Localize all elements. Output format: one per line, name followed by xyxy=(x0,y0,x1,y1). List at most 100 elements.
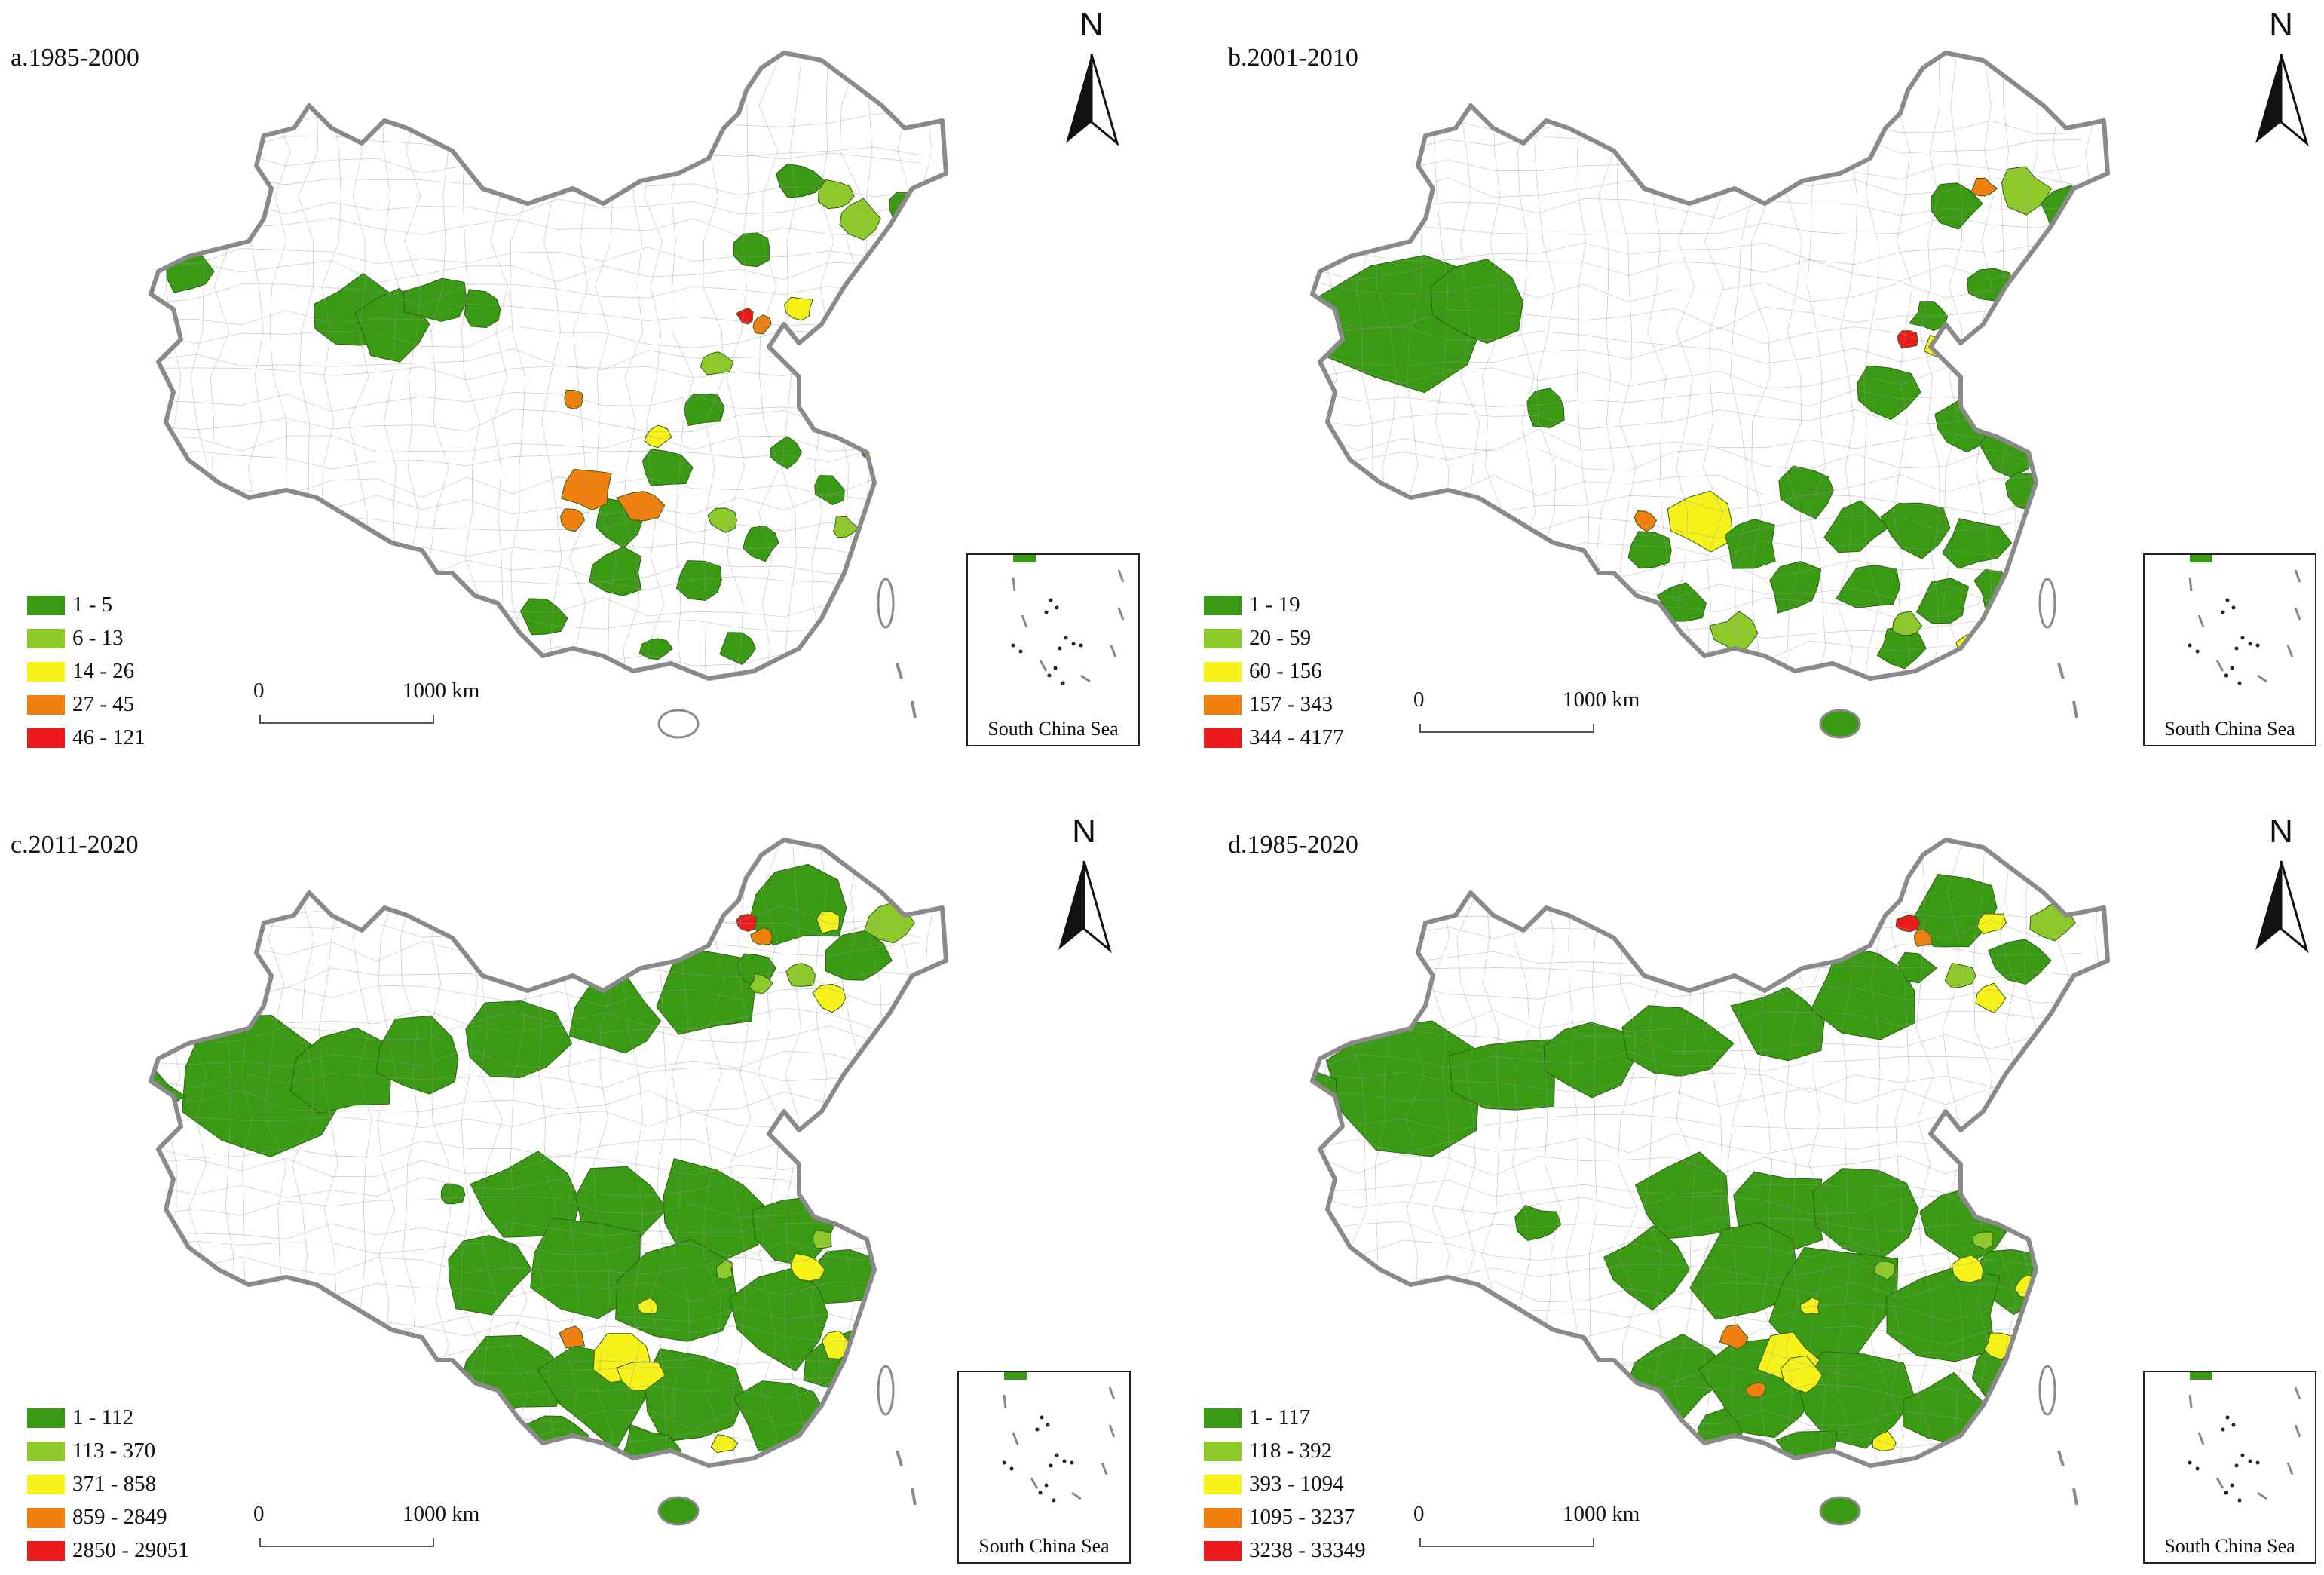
inset-island xyxy=(2195,649,2200,654)
china-map-d xyxy=(1236,838,2110,1526)
inset-island xyxy=(1035,1427,1040,1432)
district-region xyxy=(1514,1205,1562,1241)
district-region xyxy=(1886,1266,2001,1362)
boundary-dash xyxy=(2057,1450,2065,1466)
legend-label: 2850 - 29051 xyxy=(72,1538,189,1562)
district-region xyxy=(814,475,845,506)
scale-start: 0 xyxy=(1413,688,1425,712)
district-region xyxy=(614,1239,738,1342)
inset-label: South China Sea xyxy=(2164,718,2295,740)
inset-mainland-edge xyxy=(2190,555,2212,562)
inset-island xyxy=(2221,610,2225,614)
district-region xyxy=(1449,1038,1557,1111)
district-region xyxy=(80,1048,118,1087)
district-region xyxy=(1951,1255,1984,1283)
district-region xyxy=(616,1361,666,1392)
north-label: N xyxy=(1079,6,1104,43)
scale-start: 0 xyxy=(253,679,265,703)
inset-island xyxy=(1044,1483,1049,1488)
district-region xyxy=(719,632,756,666)
inset-dash xyxy=(1030,1477,1039,1489)
inset-dash xyxy=(2294,1424,2301,1438)
inset-mainland-edge xyxy=(1013,555,1036,562)
district-region xyxy=(1891,611,1923,636)
inset-dash xyxy=(2286,1462,2294,1475)
district-region xyxy=(1975,982,2007,1013)
legend-label: 46 - 121 xyxy=(72,725,145,749)
district-region xyxy=(375,1015,459,1095)
scale-end: 1000 km xyxy=(403,1502,480,1526)
inset-island xyxy=(1049,1463,1053,1468)
scale-line xyxy=(259,715,434,724)
district-region xyxy=(1971,1231,1994,1250)
district-region xyxy=(752,314,772,335)
district-region xyxy=(530,1218,641,1319)
north-arrow-icon xyxy=(2255,54,2309,147)
district-region xyxy=(464,289,501,329)
legend-label: 27 - 45 xyxy=(72,692,135,716)
boundary-dash xyxy=(2072,1488,2078,1506)
legend-label: 157 - 343 xyxy=(1249,692,1333,716)
inset-island xyxy=(2224,673,2228,678)
district-region xyxy=(637,1297,659,1315)
inset-dash xyxy=(1108,1424,1116,1438)
district-region xyxy=(1897,951,1938,984)
district-region xyxy=(440,1183,466,1205)
legend-swatch xyxy=(1204,662,1242,682)
legend-swatch xyxy=(1204,596,1242,615)
inset-dash xyxy=(1003,1394,1007,1409)
district-region xyxy=(1667,490,1733,553)
inset-island xyxy=(1079,643,1083,648)
scale-line xyxy=(1419,1538,1594,1547)
legend-label: 3238 - 33349 xyxy=(1249,1538,1366,1562)
boundary-dash xyxy=(911,700,917,719)
boundary-dash xyxy=(2072,700,2078,719)
legend-label: 1 - 19 xyxy=(1249,593,1300,617)
inset-islands xyxy=(2188,555,2301,685)
inset-dash xyxy=(2197,1432,2205,1445)
inset-island xyxy=(1064,636,1068,640)
legend-swatch xyxy=(1204,1508,1242,1528)
inset-label: South China Sea xyxy=(2164,1535,2295,1557)
inset-island xyxy=(1055,1453,1059,1457)
legend-swatch xyxy=(27,629,65,648)
inset-island xyxy=(2248,642,2252,646)
hainan-island xyxy=(657,709,700,739)
scale-start: 0 xyxy=(253,1502,265,1526)
district-region xyxy=(1909,874,1998,948)
district-region xyxy=(1965,347,2016,377)
boundary-dash xyxy=(2057,663,2065,679)
inset-island xyxy=(1011,643,1015,648)
inset-dash xyxy=(1117,569,1125,583)
district-region xyxy=(560,508,585,532)
inset-island xyxy=(2195,1466,2200,1471)
inset-dash xyxy=(1117,607,1125,621)
district-region xyxy=(1976,913,2007,935)
district-region xyxy=(750,927,773,946)
legend-label: 118 - 392 xyxy=(1249,1439,1333,1463)
district-region xyxy=(1987,939,2052,985)
district-region xyxy=(1236,1049,1278,1085)
inset-island xyxy=(2230,666,2234,670)
legend-label: 859 - 2849 xyxy=(72,1505,167,1529)
inset-island xyxy=(1018,649,1023,654)
inset-island xyxy=(1061,681,1065,685)
hainan-island xyxy=(1819,709,1861,739)
inset-island xyxy=(1052,1498,1056,1503)
inset-island xyxy=(1058,646,1062,651)
inset-dash xyxy=(1012,1432,1019,1445)
inset-mainland-edge xyxy=(2190,1372,2212,1380)
inset-dash xyxy=(2197,614,2205,628)
taiwan-island xyxy=(2038,1365,2056,1416)
north-label: N xyxy=(2269,6,2293,43)
legend-swatch xyxy=(27,728,65,748)
scale-bar-c: 0 1000 km xyxy=(253,1502,516,1555)
hainan-island xyxy=(657,1496,700,1526)
legend-swatch xyxy=(1204,1408,1242,1428)
legend-swatch xyxy=(27,1442,65,1461)
district-region xyxy=(2029,900,2076,942)
inset-island xyxy=(1053,666,1058,670)
district-region xyxy=(1543,1022,1636,1099)
inset-dash xyxy=(2257,1491,2267,1500)
inset-mainland-edge xyxy=(1004,1372,1027,1380)
